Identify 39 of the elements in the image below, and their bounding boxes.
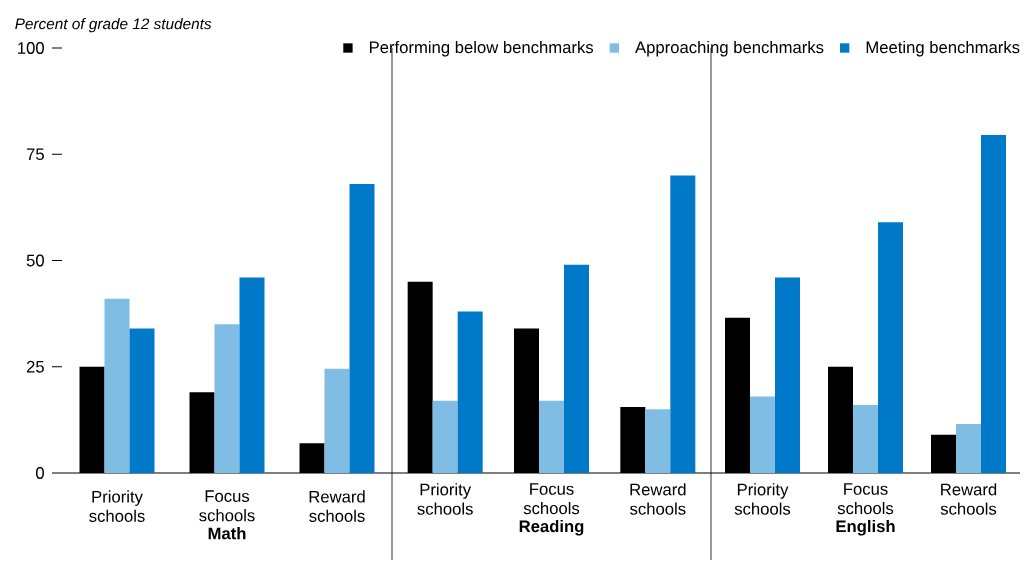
y-tick-label: 50 xyxy=(26,254,44,267)
x-tick-label: Reward schools xyxy=(309,490,365,522)
y-tick-label: 0 xyxy=(36,467,44,479)
y-tick-label: 25 xyxy=(26,360,44,373)
bar xyxy=(129,328,155,473)
bar xyxy=(775,277,800,473)
y-axis-title: Percent of grade 12 students xyxy=(15,18,212,33)
legend-label: Performing below benchmarks xyxy=(369,40,594,57)
x-tick-label: Focus schools xyxy=(199,490,255,522)
y-tick-label: 75 xyxy=(26,148,44,161)
x-tick-label: Priority schools xyxy=(734,483,791,515)
bar xyxy=(564,264,589,473)
bar xyxy=(539,400,564,473)
x-tick-label: Reward schools xyxy=(630,483,686,515)
bar xyxy=(878,222,903,473)
legend-label: Approaching benchmarks xyxy=(635,40,824,57)
bar xyxy=(645,409,671,473)
x-tick-label: Reward schools xyxy=(940,483,997,515)
bar xyxy=(349,183,375,473)
bar xyxy=(981,135,1006,473)
x-tick-label: Priority schools xyxy=(89,490,145,522)
bar xyxy=(457,311,483,473)
bar xyxy=(670,175,696,473)
x-axis-title: Math xyxy=(208,527,246,540)
bar xyxy=(104,298,130,473)
x-axis-title: English xyxy=(836,519,895,536)
x-tick-label: Priority schools xyxy=(417,483,473,515)
legend-label: Meeting benchmarks xyxy=(866,40,1020,57)
bar xyxy=(853,404,878,473)
bar xyxy=(214,324,240,473)
bar xyxy=(324,368,350,473)
bar xyxy=(750,396,776,473)
x-axis-title: Reading xyxy=(519,519,584,536)
bar xyxy=(956,424,981,473)
bar xyxy=(432,400,458,473)
x-tick-label: Focus schools xyxy=(523,483,580,515)
bar xyxy=(239,277,265,473)
y-tick-label: 100 xyxy=(18,42,44,54)
x-tick-label: Focus schools xyxy=(837,483,894,515)
